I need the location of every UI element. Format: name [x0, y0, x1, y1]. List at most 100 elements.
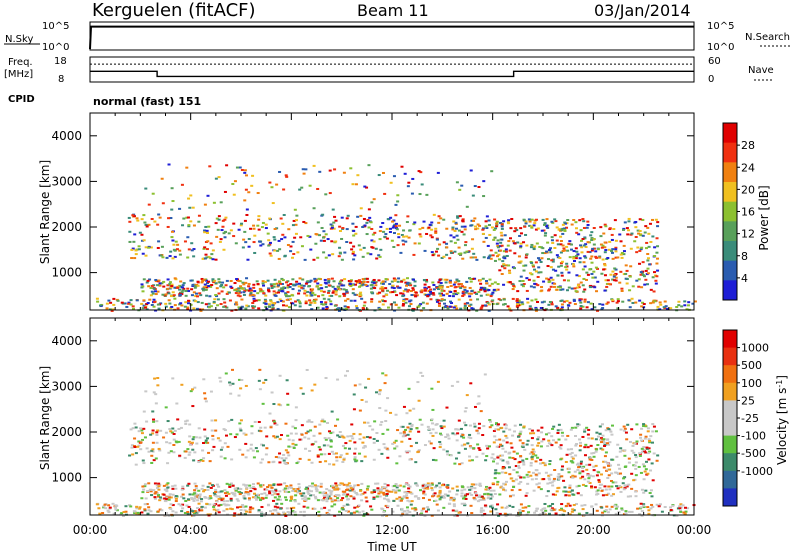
echo-pixel [148, 278, 152, 281]
echo-pixel [471, 277, 475, 280]
echo-pixel [381, 508, 385, 511]
echo-pixel [497, 298, 501, 301]
echo-pixel [225, 279, 229, 282]
echo-pixel [497, 428, 501, 431]
echo-pixel [442, 241, 446, 244]
echo-pixel [114, 504, 118, 507]
echo-pixel [495, 242, 499, 245]
echo-pixel [496, 246, 500, 249]
echo-pixel [588, 463, 592, 466]
echo-pixel [519, 503, 523, 506]
echo-pixel [461, 285, 465, 288]
echo-pixel [605, 282, 609, 285]
echo-pixel [544, 232, 548, 235]
echo-pixel [482, 240, 486, 243]
echo-pixel [333, 304, 337, 307]
echo-pixel [239, 285, 243, 288]
echo-pixel [586, 223, 590, 226]
nsearch-label: N.Search [745, 32, 790, 43]
y-tick-label: 1000 [51, 471, 82, 485]
echo-pixel [539, 458, 543, 461]
echo-pixel [386, 484, 390, 487]
echo-pixel [523, 448, 527, 451]
echo-pixel [195, 292, 199, 295]
echo-pixel [168, 287, 172, 290]
echo-pixel [247, 191, 251, 194]
echo-pixel [197, 427, 201, 430]
echo-pixel [384, 278, 388, 281]
echo-pixel [344, 299, 348, 302]
echo-pixel [182, 217, 186, 220]
echo-pixel [430, 251, 434, 254]
echo-pixel [381, 287, 385, 290]
echo-pixel [107, 504, 111, 507]
echo-pixel [564, 494, 568, 497]
echo-pixel [592, 452, 596, 455]
echo-pixel [522, 218, 526, 221]
echo-pixel [402, 299, 406, 302]
echo-pixel [575, 443, 579, 446]
echo-pixel [219, 455, 223, 458]
colorbar-swatch [723, 241, 737, 262]
echo-pixel [189, 279, 193, 282]
echo-pixel [288, 285, 292, 288]
echo-pixel [431, 422, 435, 425]
echo-pixel [269, 299, 273, 302]
echo-pixel [634, 235, 638, 238]
echo-pixel [492, 458, 496, 461]
echo-pixel [171, 291, 175, 294]
echo-pixel [627, 461, 631, 464]
echo-pixel [474, 483, 478, 486]
echo-pixel [123, 302, 127, 305]
echo-pixel [534, 460, 538, 463]
echo-pixel [511, 479, 515, 482]
echo-pixel [321, 213, 325, 216]
echo-pixel [267, 461, 271, 464]
echo-pixel [510, 217, 514, 220]
echo-pixel [559, 428, 563, 431]
echo-pixel [409, 445, 413, 448]
echo-pixel [316, 485, 320, 488]
echo-pixel [351, 488, 355, 491]
echo-pixel [426, 506, 430, 509]
echo-pixel [655, 275, 659, 278]
echo-pixel [270, 286, 274, 289]
echo-pixel [572, 257, 576, 260]
echo-pixel [595, 490, 599, 493]
echo-pixel [566, 219, 570, 222]
echo-pixel [614, 248, 618, 251]
echo-pixel [301, 392, 305, 395]
echo-pixel [307, 420, 311, 423]
echo-pixel [176, 286, 180, 289]
echo-pixel [338, 225, 342, 228]
echo-pixel [143, 306, 147, 309]
echo-pixel [401, 292, 405, 295]
echo-pixel [184, 294, 188, 297]
echo-pixel [488, 254, 492, 257]
echo-pixel [467, 292, 471, 295]
echo-pixel [418, 418, 422, 421]
echo-pixel [494, 469, 498, 472]
echo-pixel [144, 246, 148, 249]
echo-pixel [397, 233, 401, 236]
echo-pixel [222, 509, 226, 512]
echo-pixel [606, 301, 610, 304]
echo-pixel [586, 250, 590, 253]
echo-pixel [652, 290, 656, 293]
echo-pixel [177, 440, 181, 443]
echo-pixel [641, 301, 645, 304]
echo-pixel [598, 255, 602, 258]
echo-pixel [675, 514, 679, 517]
echo-pixel [571, 508, 575, 511]
echo-pixel [154, 402, 158, 405]
echo-pixel [173, 484, 177, 487]
echo-pixel [522, 269, 526, 272]
echo-pixel [168, 506, 172, 509]
echo-pixel [284, 457, 288, 460]
echo-pixel [153, 377, 157, 380]
echo-pixel [279, 217, 283, 220]
colorbar-swatch [723, 260, 737, 281]
echo-pixel [518, 439, 522, 442]
echo-pixel [348, 439, 352, 442]
echo-pixel [343, 374, 347, 377]
